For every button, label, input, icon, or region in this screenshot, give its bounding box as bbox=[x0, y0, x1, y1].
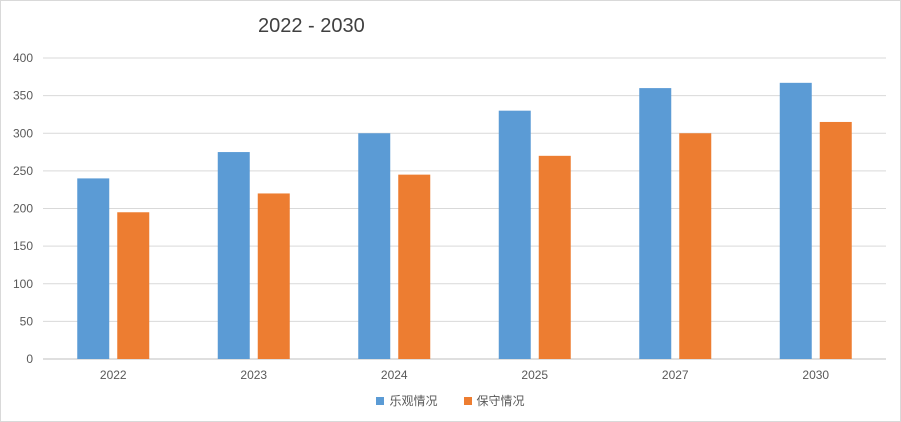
legend-item: 保守情况 bbox=[463, 392, 525, 409]
chart-title: 2022 - 2030 bbox=[258, 15, 365, 37]
y-tick-label: 200 bbox=[13, 202, 33, 216]
x-tick-label: 2025 bbox=[521, 368, 548, 382]
bar-conservative-2025 bbox=[538, 155, 571, 359]
legend-label: 保守情况 bbox=[476, 394, 525, 408]
x-tick-label: 2023 bbox=[240, 368, 267, 382]
legend-swatch bbox=[376, 396, 385, 405]
x-tick-label: 2022 bbox=[100, 368, 127, 382]
y-tick-label: 50 bbox=[20, 314, 34, 328]
x-tick-label: 2027 bbox=[662, 368, 689, 382]
legend-item: 乐观情况 bbox=[376, 392, 438, 409]
y-tick-label: 250 bbox=[13, 164, 33, 178]
bar-optimistic-2022 bbox=[77, 178, 110, 359]
bar-conservative-2027 bbox=[679, 133, 712, 359]
y-tick-label: 100 bbox=[13, 277, 33, 291]
legend-label: 乐观情况 bbox=[389, 394, 438, 408]
y-tick-label: 300 bbox=[13, 126, 33, 140]
bar-conservative-2024 bbox=[398, 174, 431, 359]
y-tick-label: 350 bbox=[13, 89, 33, 103]
bar-conservative-2022 bbox=[117, 212, 150, 359]
y-tick-label: 400 bbox=[13, 51, 33, 65]
x-tick-label: 2024 bbox=[381, 368, 408, 382]
y-tick-label: 150 bbox=[13, 239, 33, 253]
bar-optimistic-2027 bbox=[639, 88, 672, 359]
bar-conservative-2023 bbox=[257, 193, 290, 359]
bar-optimistic-2023 bbox=[217, 152, 250, 359]
bar-conservative-2030 bbox=[819, 121, 852, 360]
legend-swatch bbox=[463, 396, 472, 405]
bar-optimistic-2030 bbox=[779, 82, 812, 360]
y-tick-label: 0 bbox=[26, 352, 33, 366]
chart-legend: 乐观情况 保守情况 bbox=[1, 392, 900, 409]
x-tick-label: 2030 bbox=[802, 368, 829, 382]
bar-optimistic-2024 bbox=[358, 133, 391, 359]
bar-optimistic-2025 bbox=[498, 110, 531, 359]
